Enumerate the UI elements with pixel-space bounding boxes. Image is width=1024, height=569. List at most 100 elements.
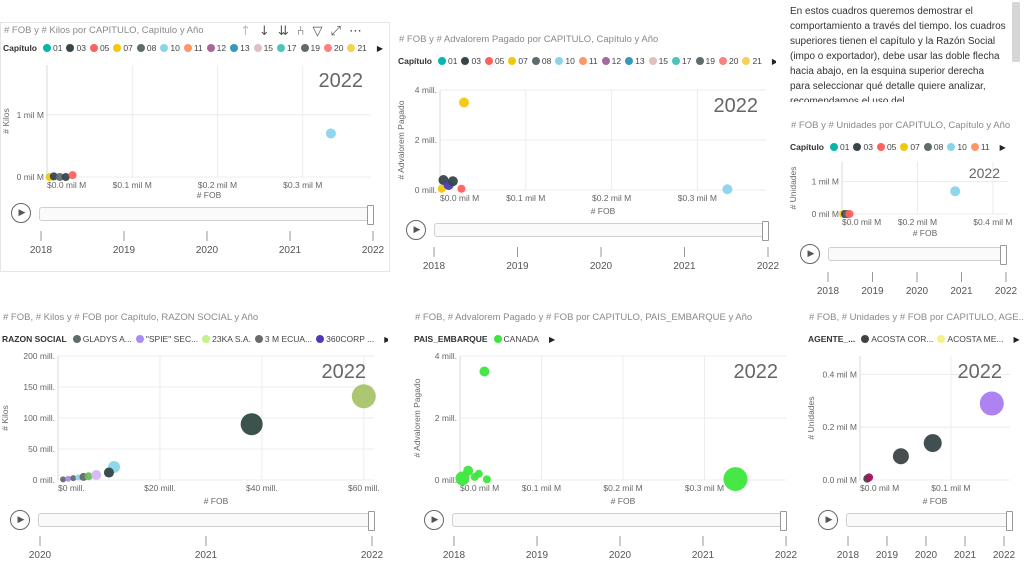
data-point[interactable] <box>865 473 874 482</box>
data-point[interactable] <box>84 472 93 481</box>
data-point[interactable] <box>68 171 77 180</box>
data-point[interactable] <box>351 384 376 409</box>
legend-next-arrow-icon[interactable]: ▶ <box>376 43 384 53</box>
legend-item[interactable]: 01 <box>830 142 849 152</box>
legend-item[interactable]: 17 <box>277 43 297 53</box>
data-point[interactable] <box>463 465 474 476</box>
expand-all-down-icon[interactable]: ⇊ <box>277 24 289 39</box>
play-axis-thumb[interactable] <box>762 221 769 241</box>
data-point[interactable] <box>722 184 733 195</box>
data-point[interactable] <box>103 467 114 478</box>
scatter-chart[interactable]: $0.0 mil M $0.2 mil M $0.4 mil M 0 mil M 1 m… <box>788 118 1014 298</box>
play-button[interactable]: ▶ <box>11 203 31 223</box>
play-axis-thumb[interactable] <box>367 205 374 225</box>
data-point[interactable] <box>65 475 72 482</box>
legend-item[interactable]: ACOSTA ME... <box>937 334 1003 344</box>
legend-item[interactable]: 05 <box>876 142 896 152</box>
legend-item[interactable]: 03 <box>853 142 873 152</box>
legend-item[interactable]: 20 <box>323 43 343 53</box>
legend-item[interactable]: 13 <box>230 43 250 53</box>
legend-item[interactable]: 08 <box>531 56 551 66</box>
visual-fob-advalorem-capitulo[interactable]: # FOB y # Advalorem Pagado por CAPITULO,… <box>396 32 780 277</box>
data-point[interactable] <box>459 97 470 108</box>
legend-item[interactable]: 17 <box>672 56 692 66</box>
scatter-chart[interactable]: $0.0 mil M $0.1 mil M $0.2 mil M $0.3 mil M… <box>412 310 792 569</box>
legend-item[interactable]: 19 <box>300 43 320 53</box>
play-axis-thumb[interactable] <box>780 511 787 531</box>
data-point[interactable] <box>979 391 1004 416</box>
legend-item[interactable]: 12 <box>601 56 621 66</box>
legend-item[interactable]: 01 <box>43 43 62 53</box>
data-point[interactable] <box>61 173 70 181</box>
legend-item[interactable]: 15 <box>253 43 273 53</box>
legend-item[interactable]: ACOSTA COR... <box>861 334 933 344</box>
legend-item[interactable]: 03 <box>66 43 86 53</box>
play-axis-thumb[interactable] <box>368 511 375 531</box>
legend-item[interactable]: "SPIE" SEC... <box>135 334 198 344</box>
data-point[interactable] <box>479 366 490 377</box>
legend-item[interactable]: 05 <box>89 43 109 53</box>
legend-next-arrow-icon[interactable]: ▶ <box>384 334 388 344</box>
data-point[interactable] <box>457 184 466 193</box>
legend-item[interactable]: 20 <box>718 56 738 66</box>
data-point[interactable] <box>437 184 446 193</box>
play-axis-slider[interactable] <box>38 511 375 531</box>
legend-item[interactable]: 11 <box>970 142 990 152</box>
legend-item[interactable]: 08 <box>923 142 943 152</box>
legend-item[interactable]: 07 <box>113 43 133 53</box>
data-point[interactable] <box>55 173 64 181</box>
legend-item[interactable]: 10 <box>947 142 967 152</box>
data-point[interactable] <box>70 475 77 482</box>
legend-item[interactable]: 11 <box>578 56 598 66</box>
data-point[interactable] <box>325 128 336 139</box>
visual-fob-kilos-capitulo[interactable]: # FOB y # Kilos por CAPITULO, Capítulo y… <box>0 22 390 272</box>
visual-fob-advalorem-pais-embarque[interactable]: # FOB, # Advalorem Pagado y # FOB por CA… <box>412 310 798 569</box>
more-options-icon[interactable]: ⋯ <box>348 24 362 39</box>
play-button[interactable]: ▶ <box>406 220 426 240</box>
data-point[interactable] <box>923 434 942 453</box>
scatter-chart[interactable]: $0.0 mil M $0.1 mil M 0.0 mil M 0.2 mil M 0.… <box>806 310 1024 569</box>
data-point[interactable] <box>91 470 102 481</box>
play-axis-slider[interactable] <box>828 245 1007 265</box>
focus-mode-icon[interactable]: ⤢ <box>330 24 341 39</box>
play-axis-thumb[interactable] <box>1000 245 1007 265</box>
legend-item[interactable]: GLADYS A... <box>72 334 132 344</box>
play-axis-thumb[interactable] <box>1006 511 1013 531</box>
data-point[interactable] <box>845 210 854 218</box>
data-point[interactable] <box>474 469 483 478</box>
legend-item[interactable]: 12 <box>206 43 226 53</box>
legend-next-arrow-icon[interactable]: ▶ <box>999 142 1006 152</box>
data-point[interactable] <box>60 476 67 483</box>
legend-item[interactable]: 03 <box>461 56 481 66</box>
data-point[interactable] <box>950 186 961 197</box>
data-point[interactable] <box>723 467 748 492</box>
scatter-chart[interactable]: $0 mill. $20 mill. $40 mill. $60 mill. 0 mil… <box>0 310 392 569</box>
play-axis-slider[interactable] <box>452 511 787 531</box>
legend-next-arrow-icon[interactable]: ▶ <box>1013 334 1020 344</box>
data-point[interactable] <box>482 475 491 484</box>
legend-item[interactable]: 05 <box>484 56 504 66</box>
visual-fob-kilos-razon-social[interactable]: # FOB, # Kilos y # FOB por Capítulo, RAZ… <box>0 310 392 569</box>
scatter-chart[interactable]: $0.0 mil M $0.1 mil M $0.2 mil M $0.3 mil M… <box>1 23 391 273</box>
data-point[interactable] <box>892 448 909 465</box>
legend-item[interactable]: 10 <box>555 56 575 66</box>
legend-item[interactable]: 21 <box>347 43 367 53</box>
legend-item[interactable]: 19 <box>695 56 715 66</box>
play-button[interactable]: ▶ <box>10 510 30 530</box>
play-button[interactable]: ▶ <box>424 510 444 530</box>
play-axis-slider[interactable] <box>434 221 769 241</box>
filter-icon[interactable]: ▽ <box>312 24 323 39</box>
data-point[interactable] <box>447 176 458 187</box>
legend-item[interactable]: 15 <box>648 56 668 66</box>
legend-item[interactable]: 07 <box>900 142 920 152</box>
legend-item[interactable]: 10 <box>160 43 180 53</box>
legend-next-arrow-icon[interactable]: ▶ <box>771 56 776 66</box>
legend-item[interactable]: 08 <box>136 43 156 53</box>
drill-up-icon[interactable]: ↑ <box>240 24 251 39</box>
drill-down-icon[interactable]: ↓ <box>258 24 270 39</box>
visual-fob-unidades-capitulo[interactable]: # FOB y # Unidades por CAPITULO, Capítul… <box>788 118 1018 298</box>
play-button[interactable]: ▶ <box>800 244 820 264</box>
text-box-scrollbar[interactable] <box>1012 2 1020 62</box>
legend-item[interactable]: 13 <box>625 56 645 66</box>
play-button[interactable]: ▶ <box>818 510 838 530</box>
